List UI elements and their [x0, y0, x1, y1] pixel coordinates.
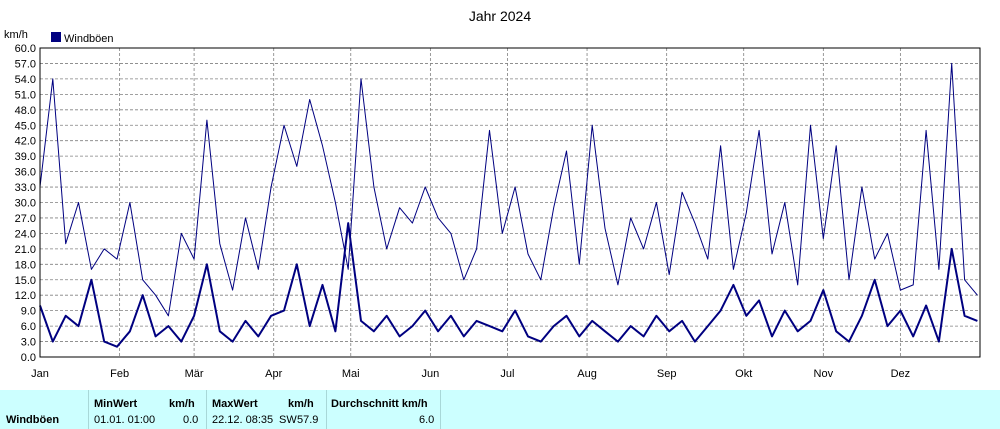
stats-divider — [326, 390, 327, 429]
y-tick-label: 21.0 — [15, 244, 36, 256]
x-tick-label: Apr — [265, 368, 282, 380]
plot-frame — [39, 47, 981, 358]
series-line-avg — [39, 222, 978, 348]
min-header: MinWert — [94, 398, 138, 410]
legend-label: Windböen — [64, 33, 114, 45]
x-tick-label: Mai — [342, 368, 360, 380]
stats-divider — [88, 390, 89, 429]
x-tick-label: Feb — [110, 368, 129, 380]
x-tick-label: Jan — [31, 368, 49, 380]
y-tick-label: 60.0 — [15, 43, 36, 55]
y-tick-label: 24.0 — [15, 228, 36, 240]
x-tick-label: Aug — [577, 368, 597, 380]
avg-header: Durchschnitt km/h — [331, 398, 428, 410]
stats-row-label: Windböen — [6, 414, 60, 426]
y-tick-label: 30.0 — [15, 198, 36, 210]
avg-value: 6.0 — [419, 414, 435, 426]
y-tick-label: 18.0 — [15, 259, 36, 271]
x-tick-label: Nov — [814, 368, 834, 380]
y-tick-label: 39.0 — [15, 151, 36, 163]
series-lines — [39, 62, 978, 348]
grid-lines — [40, 48, 980, 357]
y-tick-label: 42.0 — [15, 136, 36, 148]
max-datetime: 22.12. 08:35 — [212, 414, 274, 426]
legend-swatch — [51, 32, 61, 42]
y-tick-label: 48.0 — [15, 105, 36, 117]
min-value: 0.0 — [183, 414, 199, 426]
x-axis-months: Jan Feb Mär Apr Mai Jun Jul Aug Sep Okt Nov Dez — [31, 368, 910, 380]
max-header: MaxWert — [212, 398, 258, 410]
series-line-max — [39, 62, 978, 317]
stats-divider — [440, 390, 441, 429]
min-datetime: 01.01. 01:00 — [94, 414, 156, 426]
y-tick-label: 9.0 — [21, 306, 36, 318]
x-tick-label: Sep — [657, 368, 677, 380]
y-tick-label: 12.0 — [15, 290, 36, 302]
x-tick-label: Dez — [891, 368, 911, 380]
y-tick-label: 51.0 — [15, 89, 36, 101]
y-tick-label: 6.0 — [21, 321, 36, 333]
stats-divider — [206, 390, 207, 429]
y-tick-label: 57.0 — [15, 58, 36, 70]
y-tick-label: 15.0 — [15, 275, 36, 287]
max-direction: SW — [279, 414, 297, 426]
min-unit: km/h — [169, 398, 195, 410]
y-tick-label: 45.0 — [15, 120, 36, 132]
stats-table: Windböen MinWert km/h 01.01. 01:00 0.0 M… — [0, 390, 1000, 429]
max-unit: km/h — [288, 398, 314, 410]
y-axis-unit: km/h — [4, 29, 28, 41]
x-tick-label: Mär — [185, 368, 204, 380]
y-tick-label: 3.0 — [21, 337, 36, 349]
y-tick-label: 54.0 — [15, 74, 36, 86]
y-tick-label: 36.0 — [15, 167, 36, 179]
x-tick-label: Jun — [422, 368, 440, 380]
chart-title: Jahr 2024 — [469, 8, 531, 24]
x-tick-label: Jul — [500, 368, 514, 380]
x-tick-label: Okt — [735, 368, 752, 380]
max-value: 57.9 — [297, 414, 319, 426]
y-tick-label: 33.0 — [15, 182, 36, 194]
y-tick-label: 0.0 — [21, 352, 36, 364]
y-tick-label: 27.0 — [15, 213, 36, 225]
wind-gust-chart: Jahr 2024 km/h Windböen 0.0 3.0 6.0 9.0 12.0… — [4, 8, 981, 380]
y-axis-ticks: 0.0 3.0 6.0 9.0 12.0 15.0 18.0 21.0 24.0 27.0 30.0… — [15, 43, 36, 364]
